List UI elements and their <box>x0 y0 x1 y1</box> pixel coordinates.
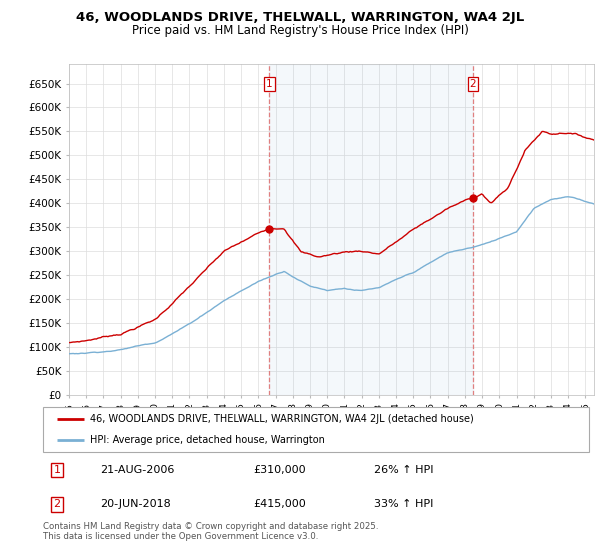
Text: HPI: Average price, detached house, Warrington: HPI: Average price, detached house, Warr… <box>89 435 325 445</box>
Text: 33% ↑ HPI: 33% ↑ HPI <box>374 500 433 510</box>
Text: 46, WOODLANDS DRIVE, THELWALL, WARRINGTON, WA4 2JL (detached house): 46, WOODLANDS DRIVE, THELWALL, WARRINGTO… <box>89 414 473 424</box>
Text: £415,000: £415,000 <box>253 500 306 510</box>
Text: 1: 1 <box>53 465 61 475</box>
Text: Price paid vs. HM Land Registry's House Price Index (HPI): Price paid vs. HM Land Registry's House … <box>131 24 469 36</box>
Text: 21-AUG-2006: 21-AUG-2006 <box>101 465 175 475</box>
Text: Contains HM Land Registry data © Crown copyright and database right 2025.
This d: Contains HM Land Registry data © Crown c… <box>43 522 379 542</box>
Text: 20-JUN-2018: 20-JUN-2018 <box>101 500 171 510</box>
Text: 26% ↑ HPI: 26% ↑ HPI <box>374 465 433 475</box>
Bar <box>269 64 473 395</box>
Text: 2: 2 <box>470 80 476 89</box>
Text: 1: 1 <box>266 80 272 89</box>
Text: 46, WOODLANDS DRIVE, THELWALL, WARRINGTON, WA4 2JL: 46, WOODLANDS DRIVE, THELWALL, WARRINGTO… <box>76 11 524 24</box>
Text: 2: 2 <box>53 500 61 510</box>
FancyBboxPatch shape <box>43 407 589 452</box>
Text: £310,000: £310,000 <box>253 465 306 475</box>
